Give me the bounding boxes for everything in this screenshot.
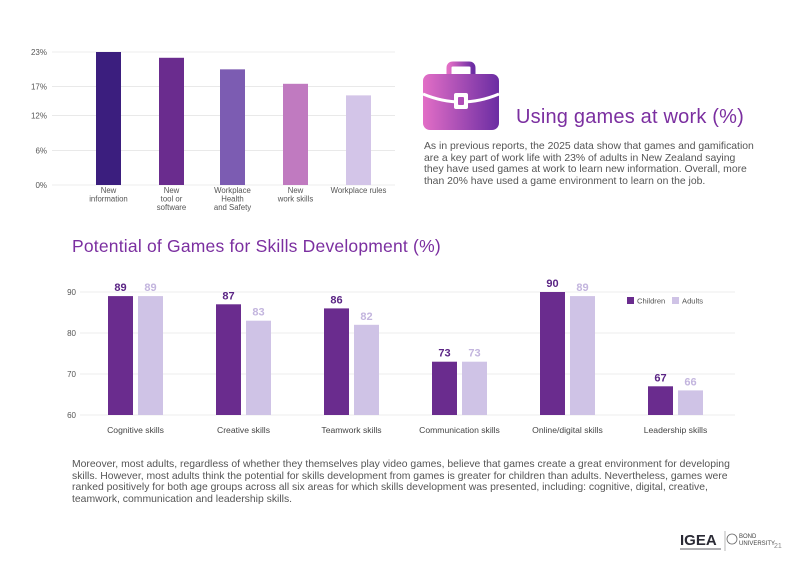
bar [108,296,133,415]
briefcase-icon [419,60,503,132]
y-tick-label: 90 [67,288,76,297]
bar [283,83,308,185]
bar [159,57,184,185]
skills-development-title: Potential of Games for Skills Developmen… [72,236,441,256]
x-tick-label: information [89,194,128,203]
x-tick-label: Leadership skills [644,425,708,435]
x-tick-label: software [157,203,186,212]
data-label: 67 [654,372,666,384]
bar [354,324,379,415]
y-tick-label: 70 [67,370,76,379]
bond-logo-line1: BOND [739,534,757,540]
y-tick-label: 12% [31,112,47,121]
y-tick-label: 6% [35,146,47,155]
x-tick-label: and Safety [214,203,251,212]
skills-paragraph: Moreover, most adults, regardless of whe… [72,459,730,505]
x-tick-label: New [164,186,180,195]
bond-logo-line2: UNIVERSITY [739,541,775,547]
x-tick-label: New [288,186,304,195]
x-tick-label: Creative skills [217,425,270,435]
x-tick-label: Cognitive skills [107,425,164,435]
bar [346,95,371,185]
x-tick-label: New [101,186,117,195]
data-label: 89 [144,282,156,294]
page-number: 21 [774,543,782,550]
legend-swatch [672,297,679,304]
bar [220,69,245,185]
bar [138,296,163,415]
bar [648,386,673,415]
bar [462,361,487,415]
data-label: 86 [330,294,342,306]
data-label: 73 [468,348,480,360]
y-tick-label: 23% [31,48,47,57]
work-games-paragraph: As in previous reports, the 2025 data sh… [424,141,754,187]
bar [246,320,271,415]
data-label: 73 [438,348,450,360]
data-label: 66 [684,376,696,388]
igea-logo: IGEA [680,532,717,549]
x-tick-label: Online/digital skills [532,425,603,435]
skills-development-chart: 60 70 80 90 89 89 Cognitive skills 87 83 Creative… [67,278,735,435]
x-tick-label: Workplace [214,186,251,195]
legend-swatch [627,297,634,304]
y-tick-label: 80 [67,329,76,338]
x-tick-label: Communication skills [419,425,500,435]
legend-label: Adults [682,297,703,306]
data-label: 90 [546,278,558,290]
bar [216,304,241,415]
x-tick-label: Teamwork skills [321,425,381,435]
data-label: 87 [222,290,234,302]
bar [678,390,703,415]
x-tick-label: work skills [277,194,314,203]
y-tick-label: 0% [35,181,47,190]
work-games-title: Using games at work (%) [516,106,744,128]
x-tick-label: Workplace rules [331,186,387,195]
bond-crest-icon [726,533,738,545]
x-tick-label: Health [221,194,244,203]
x-tick-label: tool or [161,194,183,203]
y-tick-label: 17% [31,83,47,92]
data-label: 82 [360,311,372,323]
bar [540,292,565,415]
legend-label: Children [637,297,665,306]
data-label: 89 [114,282,126,294]
bar [570,296,595,415]
bar [324,308,349,415]
bar [96,52,121,185]
data-label: 83 [252,307,264,319]
y-tick-label: 60 [67,411,76,420]
bar [432,361,457,415]
data-label: 89 [576,282,588,294]
footer-logos: IGEA BOND UNIVERSITY [680,525,780,555]
